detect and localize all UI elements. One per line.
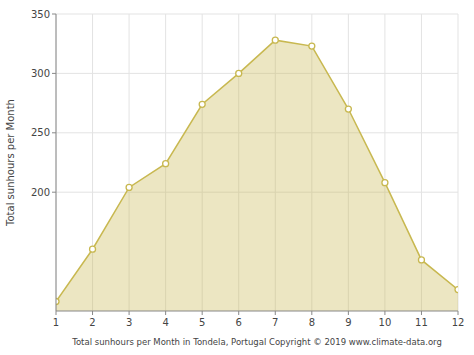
x-tick	[384, 311, 385, 315]
grid-line-x	[458, 14, 459, 311]
grid-line-y	[56, 14, 458, 15]
x-tick-label: 1	[53, 317, 59, 328]
x-tick	[56, 311, 57, 315]
marker	[126, 184, 132, 190]
y-tick-label: 250	[31, 127, 50, 138]
x-tick	[202, 311, 203, 315]
x-tick-label: 10	[379, 317, 392, 328]
y-tick	[52, 73, 56, 74]
y-tick-label: 200	[31, 187, 50, 198]
y-tick	[52, 192, 56, 193]
marker	[236, 70, 242, 76]
x-tick-label: 4	[162, 317, 168, 328]
x-axis-line	[56, 311, 458, 312]
x-tick	[348, 311, 349, 315]
grid	[56, 14, 458, 311]
chart: 123456789101112200250300350Total sunhour…	[0, 0, 474, 355]
x-axis-label: Total sunhours per Month in Tondela, Por…	[71, 337, 442, 347]
x-tick	[421, 311, 422, 315]
area	[56, 40, 458, 311]
marker	[309, 43, 315, 49]
x-tick-label: 8	[309, 317, 315, 328]
x-tick-label: 11	[415, 317, 428, 328]
plot-area	[56, 37, 458, 311]
grid-line-x	[56, 14, 57, 311]
marker	[382, 180, 388, 186]
y-tick-label: 350	[31, 9, 50, 20]
x-tick-label: 7	[272, 317, 278, 328]
x-tick-label: 6	[236, 317, 242, 328]
x-tick	[458, 311, 459, 315]
marker	[90, 246, 96, 252]
marker	[272, 37, 278, 43]
y-tick	[52, 14, 56, 15]
x-tick-label: 5	[199, 317, 205, 328]
x-tick	[129, 311, 130, 315]
x-tick-label: 9	[345, 317, 351, 328]
x-tick-label: 3	[126, 317, 132, 328]
x-tick	[311, 311, 312, 315]
x-tick	[238, 311, 239, 315]
axes: 123456789101112200250300350	[31, 9, 464, 329]
x-tick	[165, 311, 166, 315]
y-axis-line	[56, 14, 57, 311]
y-axis-label: Total sunhours per Month	[5, 99, 16, 227]
x-tick	[275, 311, 276, 315]
x-tick-label: 2	[89, 317, 95, 328]
x-tick-label: 12	[452, 317, 465, 328]
y-tick	[52, 132, 56, 133]
marker	[455, 287, 458, 293]
marker	[345, 106, 351, 112]
line	[56, 40, 458, 301]
y-tick-label: 300	[31, 68, 50, 79]
marker	[418, 257, 424, 263]
x-tick	[92, 311, 93, 315]
marker	[163, 161, 169, 167]
marker	[199, 101, 205, 107]
